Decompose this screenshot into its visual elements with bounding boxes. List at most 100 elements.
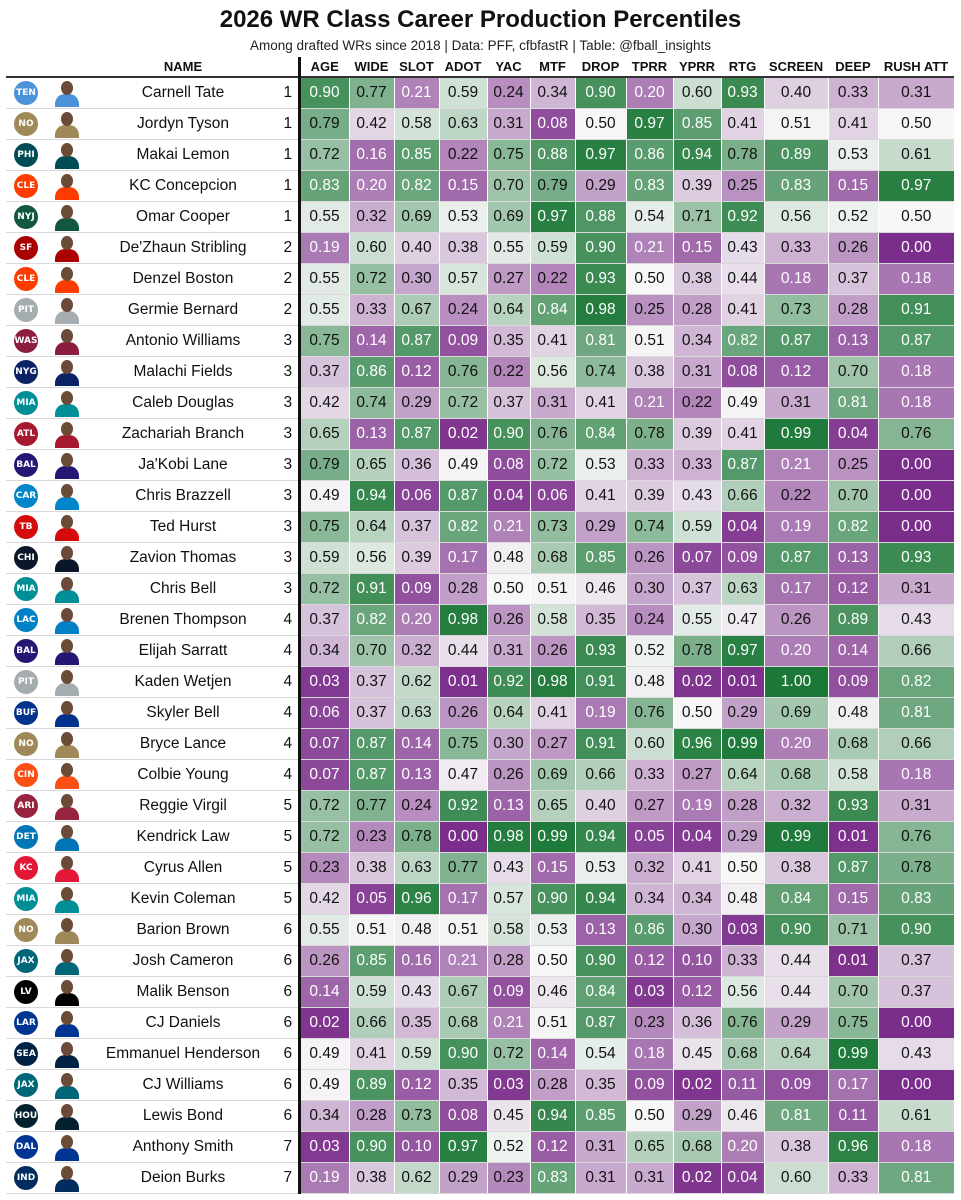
cell-yprr: 0.60	[672, 77, 721, 109]
cell-drop: 0.29	[574, 170, 626, 202]
cell-screen: 0.18	[763, 263, 828, 295]
cell-adot: 0.26	[438, 697, 487, 729]
cell-deep: 0.70	[827, 356, 878, 388]
cell-yac: 0.45	[486, 1100, 530, 1132]
cell-wide: 0.38	[348, 1162, 394, 1194]
cell-yac: 0.92	[486, 666, 530, 698]
cell-wide: 0.37	[348, 697, 394, 729]
cell-adot: 0.38	[438, 232, 487, 264]
cell-slot: 0.62	[393, 1162, 439, 1194]
cell-drop: 0.93	[574, 263, 626, 295]
cell-slot: 0.21	[393, 77, 439, 109]
team-logo-icon: CIN	[14, 763, 38, 787]
team-logo-icon: BAL	[14, 639, 38, 663]
cell-screen: 0.69	[763, 697, 828, 729]
cell-drop: 0.84	[574, 418, 626, 450]
player-name: Denzel Boston	[88, 263, 278, 295]
player-name: Reggie Virgil	[88, 790, 278, 822]
player-headshot-cell	[46, 1069, 88, 1101]
cell-wide: 0.51	[348, 914, 394, 946]
cell-slot: 0.87	[393, 325, 439, 357]
player-name: Makai Lemon	[88, 139, 278, 171]
table-row: NYG Malachi Fields 3 0.37 0.86 0.12 0.76 0.22 0.…	[6, 356, 954, 388]
cell-mtf: 0.12	[529, 1131, 575, 1163]
player-headshot-cell	[46, 77, 88, 109]
cell-slot: 0.43	[393, 976, 439, 1008]
cell-mtf: 0.98	[529, 666, 575, 698]
cell-tprr: 0.50	[625, 263, 673, 295]
cell-slot: 0.63	[393, 852, 439, 884]
player-headshot-icon	[52, 761, 82, 789]
team-logo-cell: LAR	[6, 1007, 46, 1039]
player-headshot-cell	[46, 139, 88, 171]
cell-yac: 0.90	[486, 418, 530, 450]
cell-tprr: 0.31	[625, 1162, 673, 1194]
table-row: CAR Chris Brazzell 3 0.49 0.94 0.06 0.87 0.04 0.…	[6, 480, 954, 512]
cell-adot: 0.87	[438, 480, 487, 512]
player-name: Elijah Sarratt	[88, 635, 278, 667]
cell-rtg: 0.78	[720, 139, 764, 171]
cell-slot: 0.06	[393, 480, 439, 512]
cell-deep: 0.11	[827, 1100, 878, 1132]
team-logo-cell: PIT	[6, 666, 46, 698]
player-name: Brenen Thompson	[88, 604, 278, 636]
player-headshot-cell	[46, 263, 88, 295]
table-row: NO Barion Brown 6 0.55 0.51 0.48 0.51 0.58 0.53 0…	[6, 914, 954, 946]
player-name: Lewis Bond	[88, 1100, 278, 1132]
cell-yprr: 0.41	[672, 852, 721, 884]
draft-round: 3	[278, 511, 301, 543]
draft-round: 5	[278, 821, 301, 853]
cell-adot: 0.53	[438, 201, 487, 233]
draft-round: 7	[278, 1162, 301, 1194]
team-logo-icon: LV	[14, 980, 38, 1004]
cell-yprr: 0.39	[672, 418, 721, 450]
player-headshot-icon	[52, 513, 82, 541]
player-name: Zachariah Branch	[88, 418, 278, 450]
cell-mtf: 0.51	[529, 1007, 575, 1039]
player-headshot-cell	[46, 201, 88, 233]
cell-age: 0.03	[298, 666, 349, 698]
cell-age: 0.90	[298, 77, 349, 109]
cell-rush-att: 0.50	[877, 108, 954, 140]
cell-slot: 0.69	[393, 201, 439, 233]
header-adot: ADOT	[439, 57, 487, 78]
cell-age: 0.75	[298, 511, 349, 543]
cell-age: 0.49	[298, 480, 349, 512]
team-logo-cell: BAL	[6, 449, 46, 481]
cell-deep: 0.09	[827, 666, 878, 698]
cell-drop: 0.93	[574, 635, 626, 667]
cell-yprr: 0.78	[672, 635, 721, 667]
cell-deep: 0.26	[827, 232, 878, 264]
player-headshot-cell	[46, 1007, 88, 1039]
cell-screen: 0.87	[763, 325, 828, 357]
cell-tprr: 0.39	[625, 480, 673, 512]
table-row: SEA Emmanuel Henderson 6 0.49 0.41 0.59 0.90 0.…	[6, 1038, 954, 1070]
cell-deep: 0.41	[827, 108, 878, 140]
cell-tprr: 0.09	[625, 1069, 673, 1101]
table-row: TEN Carnell Tate 1 0.90 0.77 0.21 0.59 0.24 0.34…	[6, 77, 954, 109]
cell-yprr: 0.85	[672, 108, 721, 140]
cell-yprr: 0.45	[672, 1038, 721, 1070]
cell-slot: 0.87	[393, 418, 439, 450]
cell-deep: 0.89	[827, 604, 878, 636]
team-logo-icon: CLE	[14, 174, 38, 198]
table-row: TB Ted Hurst 3 0.75 0.64 0.37 0.82 0.21 0.73 0.29…	[6, 511, 954, 543]
cell-wide: 0.74	[348, 387, 394, 419]
player-headshot-cell	[46, 635, 88, 667]
cell-rtg: 0.49	[720, 387, 764, 419]
player-headshot-cell	[46, 542, 88, 574]
cell-rush-att: 0.66	[877, 728, 954, 760]
cell-mtf: 0.84	[529, 294, 575, 326]
cell-age: 0.26	[298, 945, 349, 977]
player-headshot-icon	[52, 110, 82, 138]
cell-rtg: 0.43	[720, 232, 764, 264]
cell-yprr: 0.31	[672, 356, 721, 388]
player-headshot-icon	[52, 451, 82, 479]
cell-rtg: 0.29	[720, 697, 764, 729]
cell-deep: 0.48	[827, 697, 878, 729]
player-headshot-icon	[52, 1009, 82, 1037]
cell-screen: 0.51	[763, 108, 828, 140]
cell-yac: 0.28	[486, 945, 530, 977]
cell-slot: 0.32	[393, 635, 439, 667]
player-headshot-cell	[46, 852, 88, 884]
